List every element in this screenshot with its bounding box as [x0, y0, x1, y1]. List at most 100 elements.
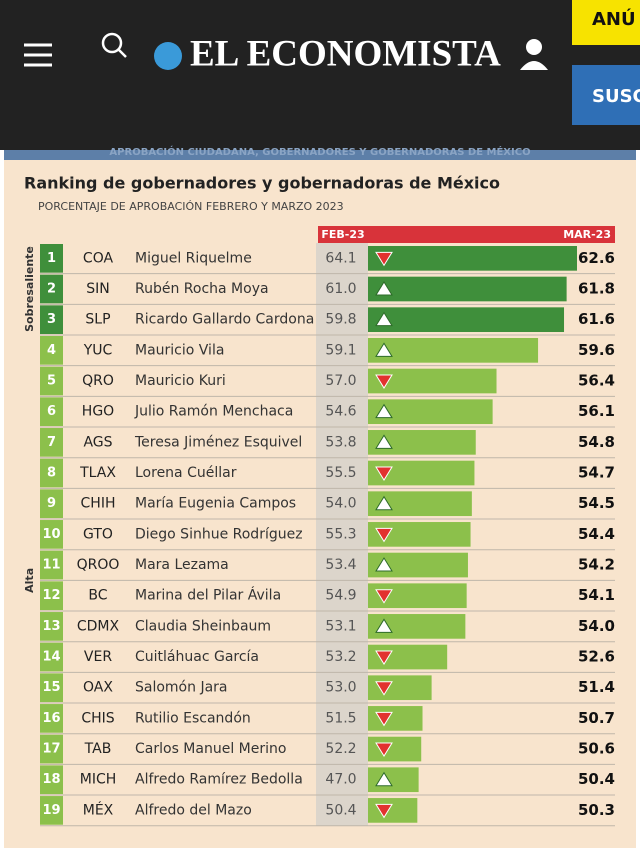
trend-arrow — [375, 771, 393, 787]
rank-cell — [40, 428, 63, 457]
governor-name: Carlos Manuel Merino — [135, 741, 286, 757]
feb-value: 55.5 — [325, 465, 356, 481]
rank-cell — [40, 336, 63, 365]
trend-arrow — [375, 311, 393, 327]
state: YUC — [83, 342, 113, 358]
state: COA — [83, 250, 114, 266]
trend-arrow — [375, 557, 393, 572]
rank-cell — [40, 612, 63, 641]
governor-name: Rubén Rocha Moya — [135, 281, 269, 297]
feb-value: 61.0 — [325, 281, 356, 297]
bar — [368, 276, 567, 302]
feb-value: 51.5 — [325, 710, 356, 726]
value-label: 54.4 — [578, 525, 615, 543]
value-label: 54.5 — [578, 494, 615, 512]
rank-cell — [40, 274, 63, 304]
feb-value: 52.2 — [325, 741, 356, 757]
rank: 8 — [47, 466, 56, 481]
governor-name: Rutilio Escandón — [135, 710, 251, 726]
feb-header — [318, 226, 368, 243]
rank-cell — [40, 489, 63, 519]
trend-arrow — [375, 281, 393, 296]
value-label: 54.0 — [578, 617, 615, 635]
value-label: 50.3 — [578, 801, 615, 819]
feb-value: 53.4 — [325, 557, 356, 573]
feb-value: 64.1 — [325, 250, 356, 266]
rank: 2 — [47, 282, 56, 297]
bar — [368, 767, 419, 793]
value-label: 50.6 — [578, 740, 615, 758]
governor-name: Salomón Jara — [135, 680, 228, 696]
governor-name: Miguel Riquelme — [135, 250, 252, 266]
bar — [368, 368, 497, 394]
ad-box[interactable] — [572, 0, 640, 45]
trend-arrow — [375, 618, 393, 633]
user-button[interactable] — [520, 39, 548, 70]
trend-arrow — [375, 495, 393, 511]
value-label: 61.8 — [578, 280, 615, 298]
rank-cell — [40, 244, 63, 273]
search-button[interactable] — [101, 32, 127, 58]
trend-arrow — [375, 251, 393, 267]
feb-value: 59.1 — [325, 342, 356, 358]
value-label: 56.4 — [578, 372, 615, 390]
feb-value: 54.9 — [325, 588, 356, 604]
state: SIN — [86, 281, 110, 297]
subscribe-text: SUSC — [592, 86, 640, 107]
feb-value: 53.2 — [325, 649, 356, 665]
rank-cell — [40, 796, 63, 825]
rank: 15 — [42, 680, 60, 695]
state: SLP — [85, 312, 110, 328]
value-label: 50.7 — [578, 709, 615, 727]
rank-cell — [40, 581, 63, 611]
state: HGO — [82, 404, 114, 420]
rank: 17 — [42, 742, 60, 757]
governor-name: Julio Ramón Menchaca — [134, 404, 293, 420]
chart-subtitle: PORCENTAJE DE APROBACIÓN FEBRERO Y MARZO… — [38, 200, 344, 213]
rank-cell — [40, 366, 63, 396]
trend-arrow — [375, 527, 393, 543]
trend-arrow — [375, 803, 393, 819]
ad-text: ANÚ — [592, 8, 636, 30]
state: CHIH — [81, 496, 116, 512]
bar — [368, 338, 539, 363]
feb-value: 55.3 — [325, 526, 356, 542]
logo-icon — [154, 42, 182, 70]
rank-cell — [40, 642, 63, 672]
rank-cell — [40, 673, 63, 703]
governor-name: Claudia Sheinbaum — [135, 618, 271, 634]
value-label: 54.2 — [578, 556, 615, 574]
governor-name: María Eugenia Campos — [135, 496, 296, 512]
rank-cell — [40, 458, 63, 488]
feb-value: 47.0 — [325, 772, 356, 788]
feb-value: 54.6 — [325, 404, 356, 420]
rank: 12 — [42, 588, 60, 603]
state: CDMX — [77, 618, 120, 634]
rank: 16 — [42, 711, 60, 726]
rank-cell — [40, 765, 63, 795]
governor-name: Teresa Jiménez Esquivel — [134, 434, 302, 450]
value-label: 62.6 — [578, 249, 615, 267]
governor-name: Mara Lezama — [135, 557, 229, 573]
rank: 19 — [42, 803, 60, 818]
group-label: Sobresaliente — [23, 246, 36, 332]
value-label: 56.1 — [578, 402, 615, 420]
bar — [368, 246, 577, 271]
feb-value: 59.8 — [325, 312, 356, 328]
state: MÉX — [83, 801, 114, 818]
rank: 7 — [47, 435, 56, 450]
menu-button[interactable] — [24, 43, 52, 67]
brand[interactable]: EL ECONOMISTA — [190, 33, 501, 74]
state: VER — [84, 649, 112, 665]
subscribe-box[interactable] — [572, 65, 640, 125]
state: BC — [88, 588, 107, 604]
governor-name: Ricardo Gallardo Cardona — [135, 312, 314, 328]
trend-arrow — [375, 711, 393, 727]
value-label: 54.8 — [578, 433, 615, 451]
bar — [368, 675, 432, 701]
rank: 11 — [42, 558, 60, 573]
bar — [368, 307, 565, 333]
feb-value: 57.0 — [325, 373, 356, 389]
rank: 4 — [47, 343, 56, 358]
